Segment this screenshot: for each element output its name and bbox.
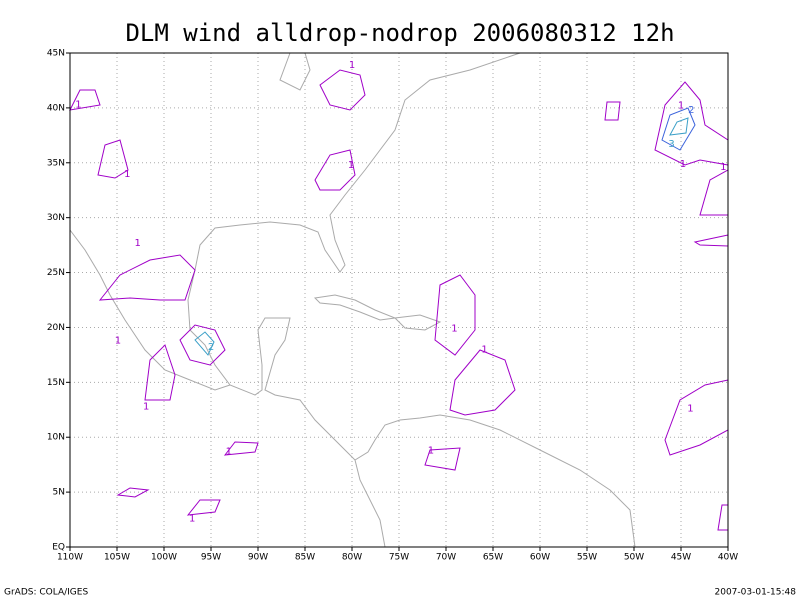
x-tick-label: 85W xyxy=(295,553,315,563)
x-tick-label: 45W xyxy=(671,553,691,563)
coastlines xyxy=(69,52,636,548)
contour-label: 1 xyxy=(680,159,686,170)
contour-label: 1 xyxy=(451,324,457,335)
x-tick-label: 90W xyxy=(248,553,268,563)
y-tick-label: 35N xyxy=(47,158,65,168)
x-tick-label: 60W xyxy=(530,553,550,563)
footer-left: GrADS: COLA/IGES xyxy=(4,588,88,598)
contour xyxy=(179,324,226,366)
contour-label: 1 xyxy=(226,446,232,457)
x-tick-label: 80W xyxy=(342,553,362,563)
contour xyxy=(434,274,476,356)
x-tick-label: 65W xyxy=(483,553,503,563)
contour xyxy=(319,69,366,111)
x-tick-label: 40W xyxy=(718,553,738,563)
footer-right: 2007-03-01-15:48 xyxy=(715,588,797,598)
coastline xyxy=(187,52,636,548)
y-tick-label: 25N xyxy=(47,268,65,278)
contour xyxy=(98,254,196,301)
contour xyxy=(654,81,729,166)
contour-label: 2 xyxy=(208,342,214,353)
contour xyxy=(144,344,176,401)
contour-label: 1 xyxy=(143,401,149,412)
coastline xyxy=(313,294,397,321)
contour xyxy=(661,107,696,151)
contour xyxy=(116,487,150,498)
contour xyxy=(97,139,129,179)
contour-label: 1 xyxy=(189,513,195,524)
contour-label: 1 xyxy=(687,404,693,415)
coastline xyxy=(69,229,231,391)
contour xyxy=(223,441,259,456)
contour-label: 1 xyxy=(678,101,684,112)
x-tick-label: 110W xyxy=(57,553,83,563)
contour-label: 2 xyxy=(688,105,694,116)
contour-label: 1 xyxy=(134,238,140,249)
contour-label: 1 xyxy=(428,445,434,456)
contour-label: 1 xyxy=(348,160,354,171)
y-tick-label: 45N xyxy=(47,49,65,59)
contour-label: 1 xyxy=(75,100,81,111)
y-tick-label: 40N xyxy=(47,103,65,113)
contour-label: 3 xyxy=(668,139,674,150)
y-tick-label: 5N xyxy=(53,488,65,498)
contour xyxy=(194,331,215,356)
contour xyxy=(314,149,356,191)
x-tick-label: 95W xyxy=(201,553,221,563)
contour xyxy=(186,499,221,516)
contour-label: 1 xyxy=(481,344,487,355)
y-tick-label: EQ xyxy=(52,543,65,553)
y-tick-label: 30N xyxy=(47,213,65,223)
y-tick-label: 20N xyxy=(47,323,65,333)
y-tick-label: 15N xyxy=(47,378,65,388)
x-tick-label: 50W xyxy=(624,553,644,563)
contour xyxy=(69,89,101,111)
contour-label: 1 xyxy=(720,162,726,173)
x-tick-label: 75W xyxy=(389,553,409,563)
contour xyxy=(669,117,689,136)
x-tick-label: 100W xyxy=(151,553,177,563)
contour-label: 1 xyxy=(349,60,355,71)
contour xyxy=(604,101,621,121)
contour xyxy=(424,447,461,471)
coastline xyxy=(393,314,442,331)
contours xyxy=(69,69,729,531)
coastline xyxy=(279,52,311,91)
contour-label: 1 xyxy=(115,336,121,347)
chart-title: DLM wind alldrop-nodrop 2006080312 12h xyxy=(125,19,674,47)
x-tick-label: 105W xyxy=(104,553,130,563)
x-tick-label: 70W xyxy=(436,553,456,563)
x-tick-label: 55W xyxy=(577,553,597,563)
contour xyxy=(449,349,516,416)
coastline xyxy=(354,459,386,548)
y-tick-label: 10N xyxy=(47,433,65,443)
contour-label: 1 xyxy=(124,169,130,180)
